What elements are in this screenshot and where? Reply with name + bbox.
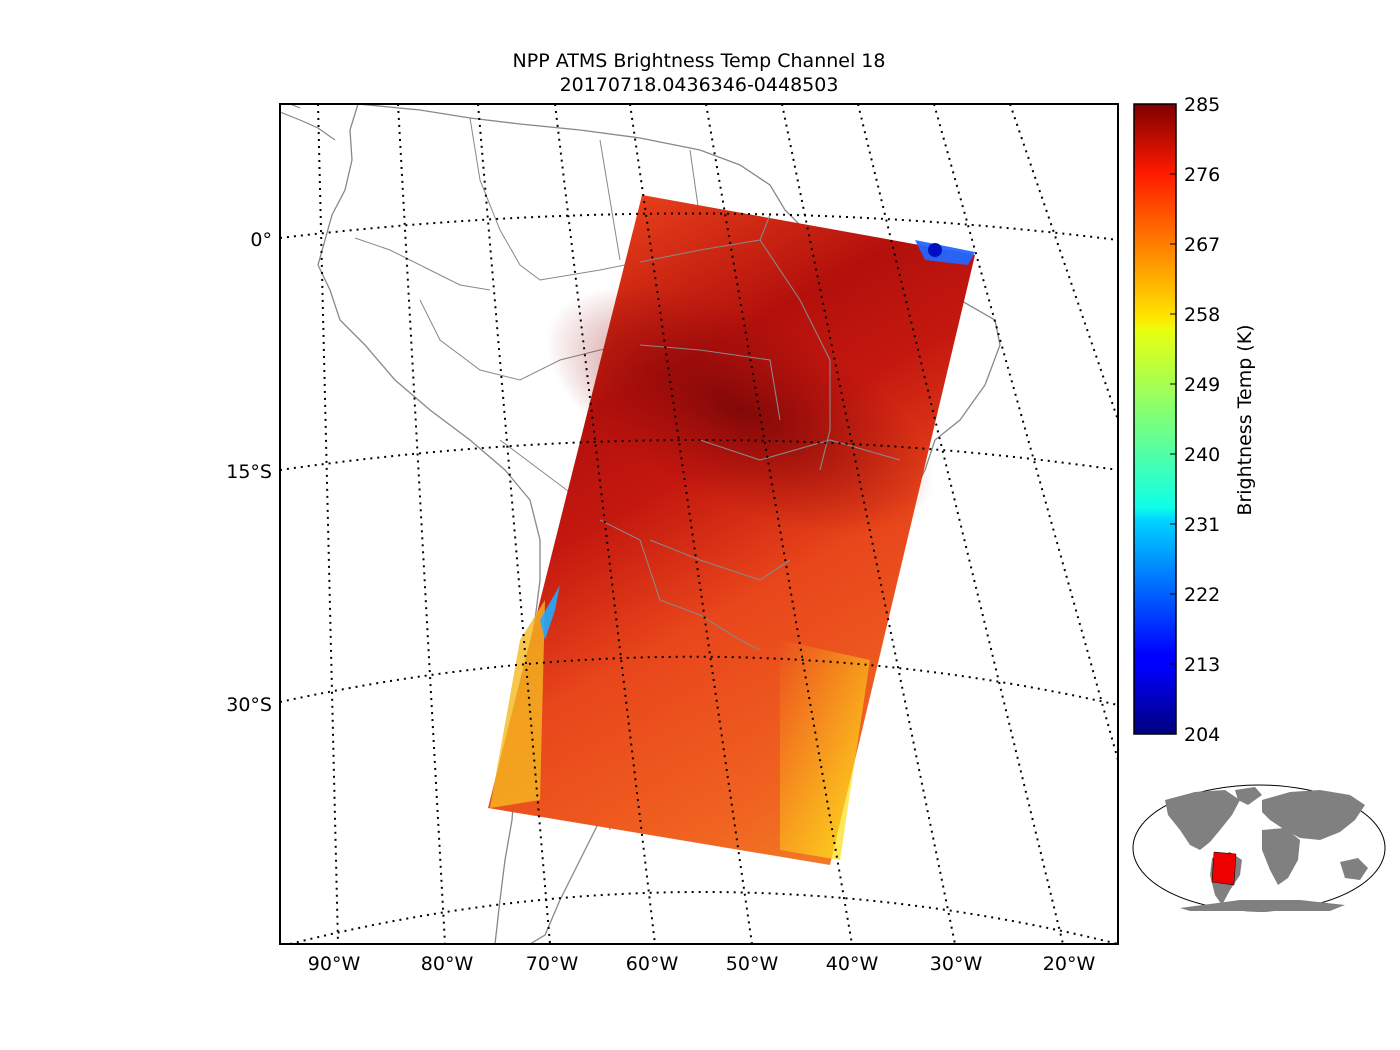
lat-label: 15°S	[226, 461, 272, 483]
meridian-90w	[317, 104, 339, 944]
colorbar-tick-label: 285	[1184, 94, 1220, 116]
world-inset-map	[1132, 784, 1386, 912]
lon-label: 90°W	[308, 953, 361, 975]
lon-label: 60°W	[626, 953, 679, 975]
parallel-0	[280, 212, 1118, 241]
swath-cool-band	[780, 640, 870, 860]
inset-greenland	[1235, 787, 1262, 805]
inset-europe-asia	[1262, 790, 1365, 840]
longitude-labels: 90°W 80°W 70°W 60°W 50°W 40°W 30°W 20°W	[308, 953, 1096, 975]
lat-label: 0°	[250, 229, 272, 251]
colorbar-tick-label: 213	[1184, 654, 1220, 676]
colorbar-tick-label: 276	[1184, 164, 1220, 186]
lon-label: 50°W	[726, 953, 779, 975]
meridian-10w	[933, 104, 1118, 761]
colorbar-tick-label: 240	[1184, 444, 1220, 466]
colorbar-tick-label: 267	[1184, 234, 1220, 256]
inset-swath-footprint	[1211, 851, 1237, 886]
inset-antarctica	[1180, 900, 1345, 911]
title-line-2: 20170718.0436346-0448503	[560, 74, 839, 96]
meridian-0	[1009, 104, 1118, 421]
latitude-labels: 0° 15°S 30°S	[226, 229, 272, 716]
swath-borders	[599, 214, 901, 651]
meridian-60w	[554, 104, 656, 944]
meridian-80w	[397, 104, 446, 944]
graticule	[280, 104, 1118, 944]
meridian-30w	[781, 104, 956, 944]
map-frame	[279, 103, 1119, 945]
lon-label: 30°W	[930, 953, 983, 975]
swath-cold-edge	[540, 585, 560, 640]
meridian-70w	[477, 104, 551, 944]
inset-australia	[1340, 858, 1368, 880]
lon-label: 70°W	[526, 953, 579, 975]
lon-label: 80°W	[421, 953, 474, 975]
colorbar-tick-label: 258	[1184, 304, 1220, 326]
swath-cool-edge	[490, 600, 545, 808]
inset-africa	[1262, 828, 1300, 885]
colorbar-gradient	[1133, 103, 1177, 735]
colorbar-tick-label: 249	[1184, 374, 1220, 396]
brightness-temp-swath	[488, 195, 975, 865]
lon-label: 40°W	[826, 953, 879, 975]
colorbar-ticks: 204 213 222 231 240 249 258 267 276 285	[1170, 94, 1220, 746]
colorbar-tick-label: 204	[1184, 724, 1220, 746]
swath-hot-core	[545, 286, 935, 534]
parallel-30s	[280, 655, 1118, 706]
inset-north-america	[1165, 790, 1240, 850]
swath-cold-spot	[928, 243, 942, 257]
meridian-50w	[629, 104, 753, 944]
central-america-coastline	[280, 104, 336, 141]
title-line-1: NPP ATMS Brightness Temp Channel 18	[513, 50, 886, 72]
colorbar-tick-label: 231	[1184, 514, 1220, 536]
parallel-15s	[280, 439, 1118, 471]
lat-label: 30°S	[226, 694, 272, 716]
colorbar-label: Brightness Temp (K)	[1234, 324, 1256, 515]
parallel-45s	[289, 891, 1118, 944]
main-map	[280, 104, 1118, 944]
colorbar-tick-label: 222	[1184, 584, 1220, 606]
lon-label: 20°W	[1043, 953, 1096, 975]
colorbar: 204 213 222 231 240 249 258 267 276 285 Brightnes…	[1133, 94, 1256, 746]
